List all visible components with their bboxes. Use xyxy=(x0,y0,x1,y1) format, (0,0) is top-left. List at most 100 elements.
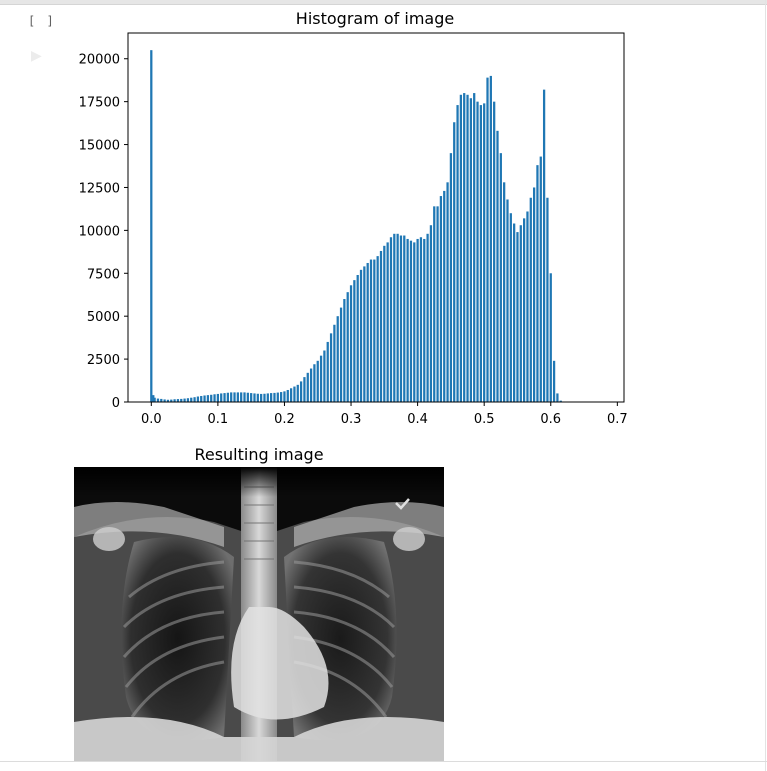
histogram-bar-28 xyxy=(240,392,243,402)
histogram-bar-30 xyxy=(246,392,249,402)
histogram-bar-72 xyxy=(386,242,389,402)
histogram-bar-34 xyxy=(260,393,263,402)
histogram-bar-121 xyxy=(549,273,552,402)
histogram-bar-105 xyxy=(496,130,499,402)
plot-frame xyxy=(127,32,625,403)
histogram-bar-25 xyxy=(230,392,233,402)
cell-execution-prompt[interactable]: [ ] xyxy=(28,14,56,28)
histogram-bar-40 xyxy=(280,392,283,402)
histogram-bar-54 xyxy=(326,341,329,402)
histogram-bar-122 xyxy=(552,360,556,402)
histogram-bar-104 xyxy=(493,101,496,403)
histogram-bar-116 xyxy=(532,187,536,402)
x-tick-label: 0.1 xyxy=(208,412,229,427)
histogram-bar-37 xyxy=(270,393,273,402)
histogram-bar-19 xyxy=(210,394,213,402)
histogram-bar-55 xyxy=(329,333,333,402)
histogram-bar-62 xyxy=(353,280,356,402)
histogram-bar-42 xyxy=(286,389,289,402)
histogram-bar-76 xyxy=(399,235,403,402)
histogram-bar-102 xyxy=(486,77,489,403)
histogram-bar-66 xyxy=(366,262,369,402)
histogram-bar-2 xyxy=(153,397,156,402)
histogram-bar-9 xyxy=(176,399,180,402)
histogram-bar-68 xyxy=(373,259,376,402)
histogram-bar-33 xyxy=(256,393,259,402)
histogram-bar-111 xyxy=(516,232,519,402)
histogram-bar-69 xyxy=(376,256,379,402)
histogram-bar-89 xyxy=(443,190,446,402)
play-icon[interactable]: ▶ xyxy=(31,48,42,64)
histogram-bar-120 xyxy=(546,197,549,402)
histogram-bar-117 xyxy=(536,165,539,402)
histogram-bar-91 xyxy=(449,153,453,402)
histogram-bar-26 xyxy=(233,392,236,402)
histogram-bar-23 xyxy=(223,393,226,402)
histogram-bar-45 xyxy=(296,384,299,402)
result-image-title: Resulting image xyxy=(194,445,324,464)
histogram-bar-92 xyxy=(453,122,456,402)
histogram-bar-58 xyxy=(339,307,343,402)
y-tick-label: 0 xyxy=(112,396,120,411)
histogram-bar-13 xyxy=(190,397,193,402)
histogram-bar-50 xyxy=(313,364,316,402)
histogram-bar-57 xyxy=(336,316,339,402)
histogram-bar-96 xyxy=(466,94,469,402)
histogram-bar-63 xyxy=(356,275,359,402)
histogram-bar-32 xyxy=(253,393,256,402)
histogram-bar-17 xyxy=(203,395,206,402)
histogram-bar-64 xyxy=(359,269,363,402)
histogram-bar-94 xyxy=(459,94,463,402)
histogram-bar-95 xyxy=(463,93,466,402)
histogram-bar-29 xyxy=(243,392,246,402)
histogram-bar-82 xyxy=(419,237,423,402)
histogram-bar-12 xyxy=(186,398,190,402)
x-tick-label: 0.4 xyxy=(407,412,428,427)
y-tick-label: 5000 xyxy=(87,310,120,325)
histogram-bar-10 xyxy=(180,398,183,402)
histogram-bar-21 xyxy=(216,393,220,402)
histogram-bar-56 xyxy=(333,324,336,402)
cell-right-border xyxy=(765,0,766,771)
y-tick-label: 12500 xyxy=(79,181,120,196)
histogram-bar-59 xyxy=(343,299,346,402)
histogram-bar-38 xyxy=(273,392,276,402)
histogram-bar-24 xyxy=(226,392,229,402)
histogram-bar-60 xyxy=(346,292,349,402)
histogram-bar-78 xyxy=(406,238,409,402)
histogram-bar-22 xyxy=(220,393,223,402)
histogram-bar-11 xyxy=(183,398,186,402)
histogram-bar-93 xyxy=(456,105,459,402)
histogram-bar-41 xyxy=(283,391,286,402)
histogram-bar-16 xyxy=(200,395,203,402)
histogram-bar-90 xyxy=(446,182,449,402)
histogram-bar-108 xyxy=(506,199,509,402)
histogram-bar-100 xyxy=(479,105,482,402)
histogram-bar-3 xyxy=(156,398,160,402)
x-tick-label: 0.6 xyxy=(540,412,561,427)
histogram-bar-113 xyxy=(523,218,526,402)
histogram-bar-36 xyxy=(266,393,269,402)
histogram-title: Histogram of image xyxy=(295,9,455,28)
histogram-bar-18 xyxy=(206,395,210,402)
histogram-bar-87 xyxy=(436,206,439,402)
histogram-bar-4 xyxy=(160,398,163,402)
histogram-bar-47 xyxy=(303,377,306,402)
histogram-bar-101 xyxy=(483,103,486,403)
histogram-bar-107 xyxy=(503,182,506,402)
histogram-bar-73 xyxy=(389,237,393,402)
y-tick-label: 2500 xyxy=(87,353,120,368)
y-axis-ticks: 0 2500 5000 7500 10000 12500 15000 17500 20000 xyxy=(79,53,128,411)
histogram-bar-20 xyxy=(213,394,216,402)
histogram-bar-48 xyxy=(306,372,309,402)
histogram-bar-80 xyxy=(413,242,416,402)
histogram-bar-8 xyxy=(173,399,176,402)
histogram-bar-84 xyxy=(426,233,429,402)
histogram-bar-5 xyxy=(163,399,166,402)
histogram-bar-31 xyxy=(250,393,253,402)
histogram-bar-79 xyxy=(409,240,413,402)
x-tick-label: 0.7 xyxy=(607,412,628,427)
histogram-bar-77 xyxy=(403,235,406,402)
histogram-bar-27 xyxy=(236,392,239,402)
